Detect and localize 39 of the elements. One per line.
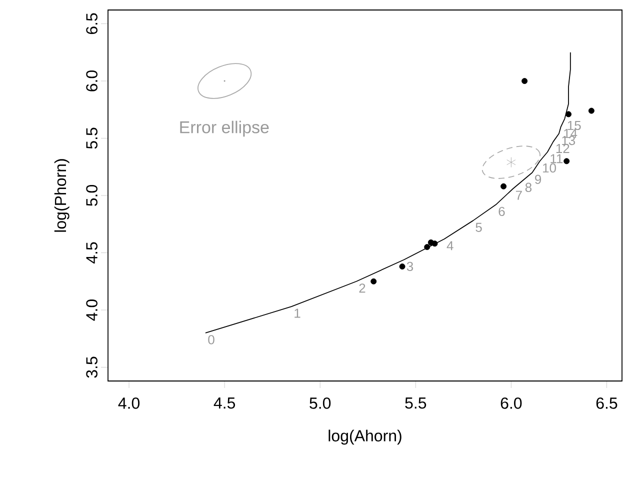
y-tick-label: 4.5: [86, 242, 98, 264]
x-axis-title: log(Ahorn): [328, 430, 402, 445]
x-tick-label: 4.0: [118, 398, 140, 409]
point: [424, 244, 430, 250]
annotation: 5: [476, 222, 482, 232]
annotation: 11: [550, 154, 563, 164]
annotation: 3: [406, 262, 414, 272]
point: [564, 158, 570, 164]
annotation: 0: [208, 335, 214, 344]
annotation: 2: [359, 284, 366, 293]
point: [506, 157, 516, 168]
x-tick-label: 6.5: [596, 398, 618, 409]
annotation: 8: [525, 182, 532, 192]
y-tick-label: 5.5: [86, 128, 98, 149]
annotation: 9: [535, 174, 542, 184]
y-tick-label: 6.0: [86, 70, 98, 92]
annotation: 7: [516, 190, 522, 200]
annotation: 15: [568, 120, 581, 130]
y-tick-label: 3.5: [86, 356, 98, 378]
y-tick-label: 6.5: [86, 13, 98, 34]
point: [566, 111, 572, 118]
x-tick-label: 4.5: [214, 398, 236, 409]
point: [522, 78, 528, 84]
annotation: Error ellipse: [180, 120, 269, 137]
point: [399, 263, 406, 270]
y-tick-label: 5.0: [86, 184, 98, 206]
point: [370, 278, 377, 284]
annotation: 4: [446, 241, 454, 250]
y-axis-title: log(Phorn): [54, 159, 70, 232]
point: [500, 183, 507, 190]
x-tick-label: 5.5: [405, 398, 426, 409]
annotation: 1: [294, 308, 300, 318]
x-tick-label: 5.0: [310, 398, 331, 409]
point: [588, 108, 594, 114]
annotation: 14: [564, 129, 578, 138]
y-tick-label: 4.0: [86, 300, 98, 321]
annotation: 10: [543, 163, 556, 173]
x-tick-label: 6.0: [500, 398, 522, 409]
annotation: 6: [498, 206, 505, 216]
